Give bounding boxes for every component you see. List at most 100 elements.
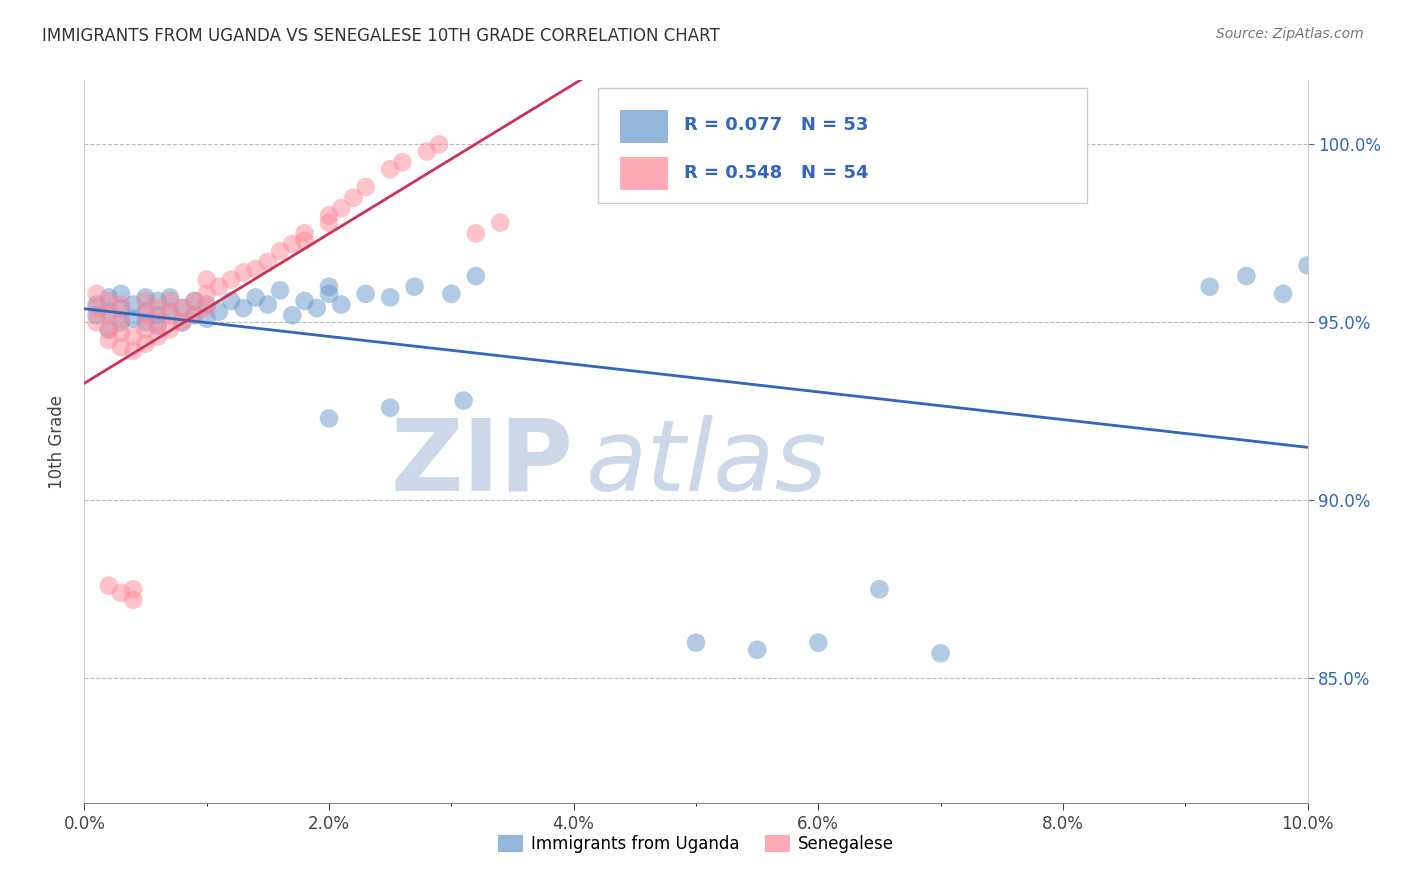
Point [172,315,194,329]
Point [245,290,267,304]
Point [97,304,120,318]
Point [318,279,340,293]
Point [354,180,377,194]
Point [183,293,205,308]
Text: R = 0.548   N = 54: R = 0.548 N = 54 [683,164,869,183]
Point [1198,279,1220,293]
Point [219,272,242,286]
Point [232,301,254,315]
Point [86,286,108,301]
Point [172,301,194,315]
Point [380,401,402,415]
Point [1236,268,1258,283]
Point [330,202,353,216]
Point [183,308,205,322]
Point [318,209,340,223]
Point [208,304,231,318]
Point [1272,286,1295,301]
Point [86,315,108,329]
Point [110,586,132,600]
Point [86,297,108,311]
FancyBboxPatch shape [620,110,668,143]
Point [183,293,205,308]
Point [318,286,340,301]
FancyBboxPatch shape [620,157,668,190]
Legend: Immigrants from Uganda, Senegalese: Immigrants from Uganda, Senegalese [491,828,901,860]
Point [232,265,254,279]
Point [159,322,181,336]
Point [110,326,132,340]
Point [110,297,132,311]
Point [318,411,340,425]
Point [257,297,280,311]
Point [685,635,707,649]
Point [159,293,181,308]
Point [135,308,157,322]
Point [257,254,280,268]
Point [269,244,291,259]
Point [122,297,145,311]
Point [172,315,194,329]
Point [159,304,181,318]
Point [122,311,145,326]
Point [97,293,120,308]
Point [135,293,157,308]
Point [97,333,120,347]
Point [110,340,132,354]
Point [281,237,304,252]
Point [464,227,486,241]
Point [416,145,439,159]
Point [110,301,132,315]
Point [404,279,426,293]
Point [440,286,463,301]
Point [354,286,377,301]
Point [929,646,952,660]
Point [146,329,169,343]
Point [294,227,316,241]
Point [135,315,157,329]
Point [330,297,353,311]
Point [97,579,120,593]
Text: IMMIGRANTS FROM UGANDA VS SENEGALESE 10TH GRADE CORRELATION CHART: IMMIGRANTS FROM UGANDA VS SENEGALESE 10T… [42,27,720,45]
Point [135,336,157,351]
Text: ZIP: ZIP [391,415,574,512]
Point [146,293,169,308]
Point [86,308,108,322]
Point [427,137,450,152]
Point [122,343,145,358]
Point [294,293,316,308]
Point [195,286,218,301]
Point [391,155,413,169]
Point [159,308,181,322]
Point [208,279,231,293]
Point [380,162,402,177]
Point [807,635,830,649]
Point [135,322,157,336]
Y-axis label: 10th Grade: 10th Grade [48,394,66,489]
Point [146,315,169,329]
Point [122,582,145,597]
Point [219,293,242,308]
Point [1296,258,1319,272]
Point [245,261,267,276]
Point [318,216,340,230]
Point [195,311,218,326]
Point [86,301,108,315]
Point [869,582,891,597]
Point [135,290,157,304]
Point [195,301,218,315]
Point [464,268,486,283]
Text: atlas: atlas [586,415,828,512]
FancyBboxPatch shape [598,87,1087,203]
Point [489,216,512,230]
Point [294,234,316,248]
Point [269,283,291,297]
Point [146,318,169,333]
Point [305,301,328,315]
Point [195,272,218,286]
Point [146,301,169,315]
Point [159,290,181,304]
Point [380,290,402,304]
Point [97,322,120,336]
Point [281,308,304,322]
